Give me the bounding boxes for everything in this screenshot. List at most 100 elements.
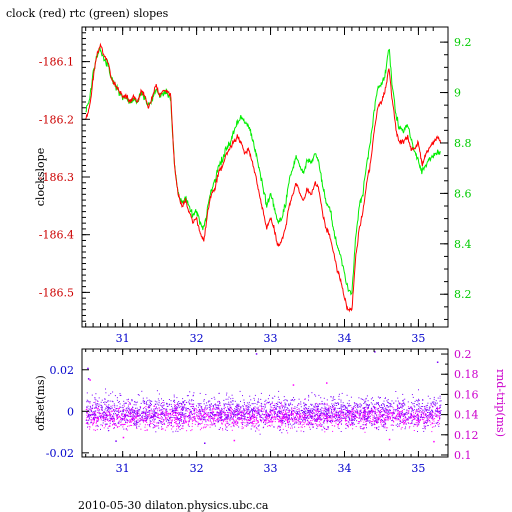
scatter-point	[360, 412, 362, 414]
scatter-point	[272, 417, 274, 419]
scatter-point	[114, 425, 116, 426]
scatter-point	[366, 408, 368, 410]
scatter-point	[144, 430, 146, 431]
scatter-point	[329, 417, 330, 419]
scatter-point	[137, 415, 139, 417]
scatter-point	[125, 421, 127, 423]
scatter-point	[123, 409, 125, 411]
scatter-point	[348, 423, 350, 425]
scatter-point	[407, 422, 409, 423]
scatter-point	[372, 410, 374, 412]
scatter-point	[312, 426, 314, 427]
scatter-point	[357, 410, 359, 412]
scatter-point	[182, 414, 184, 416]
scatter-point	[378, 418, 380, 420]
scatter-point	[141, 416, 143, 417]
scatter-point	[186, 430, 188, 432]
scatter-point	[302, 413, 304, 415]
scatter-point	[119, 406, 121, 408]
bottom-right-y-tick-label: 0.12	[454, 429, 479, 442]
scatter-point	[353, 406, 355, 407]
scatter-point	[343, 404, 345, 406]
scatter-point	[208, 400, 210, 402]
scatter-point	[310, 423, 312, 425]
scatter-point	[294, 426, 296, 428]
scatter-point	[215, 405, 217, 407]
scatter-point	[237, 406, 239, 408]
scatter-point	[279, 429, 281, 431]
scatter-point	[153, 410, 155, 412]
scatter-point	[316, 427, 318, 429]
scatter-outlier	[326, 382, 328, 384]
scatter-point	[396, 409, 398, 411]
scatter-point	[416, 409, 418, 411]
scatter-point	[131, 419, 133, 421]
scatter-point	[154, 414, 156, 416]
scatter-point	[178, 413, 179, 415]
scatter-point	[210, 414, 211, 416]
scatter-point	[245, 412, 247, 414]
scatter-point	[343, 414, 345, 416]
scatter-point	[387, 415, 389, 417]
scatter-point	[143, 402, 145, 404]
scatter-point	[360, 427, 362, 429]
scatter-point	[374, 417, 376, 419]
scatter-point	[280, 421, 282, 423]
scatter-point	[409, 416, 411, 418]
scatter-point	[184, 420, 186, 422]
scatter-point	[334, 416, 335, 418]
scatter-point	[229, 412, 231, 414]
scatter-point	[358, 405, 360, 407]
scatter-point	[391, 414, 393, 416]
scatter-point	[154, 413, 156, 415]
scatter-point	[133, 418, 134, 420]
scatter-point	[212, 414, 214, 416]
scatter-point	[192, 408, 193, 409]
scatter-point	[164, 424, 166, 425]
scatter-point	[421, 406, 423, 407]
scatter-point	[352, 409, 354, 411]
scatter-point	[300, 401, 302, 403]
scatter-point	[299, 423, 301, 425]
scatter-point	[193, 409, 195, 411]
scatter-point	[256, 418, 257, 420]
scatter-point	[300, 403, 302, 405]
scatter-point	[129, 411, 131, 413]
scatter-point	[266, 414, 268, 416]
scatter-point	[209, 426, 211, 428]
scatter-point	[401, 411, 403, 413]
scatter-point	[269, 410, 271, 412]
scatter-point	[372, 415, 374, 417]
scatter-point	[239, 417, 241, 419]
scatter-point	[403, 422, 405, 424]
scatter-point	[368, 404, 370, 406]
scatter-point	[202, 416, 204, 418]
scatter-point	[436, 406, 438, 408]
scatter-point	[91, 413, 93, 415]
scatter-point	[102, 413, 104, 415]
scatter-point	[319, 424, 321, 426]
scatter-point	[426, 409, 428, 411]
scatter-point	[432, 402, 434, 404]
scatter-point	[115, 410, 117, 412]
scatter-point	[170, 403, 172, 405]
scatter-point	[329, 421, 331, 422]
scatter-point	[123, 403, 125, 405]
scatter-point	[361, 418, 363, 419]
scatter-point	[429, 417, 431, 419]
scatter-point	[258, 429, 260, 431]
scatter-point	[406, 414, 408, 416]
scatter-point	[88, 414, 89, 416]
scatter-point	[196, 409, 198, 411]
scatter-point	[229, 415, 231, 417]
scatter-point	[205, 414, 207, 416]
scatter-point	[380, 407, 382, 408]
scatter-point	[120, 420, 122, 422]
scatter-point	[369, 404, 370, 406]
scatter-point	[388, 417, 390, 419]
scatter-point	[376, 412, 378, 414]
scatter-point	[146, 429, 148, 431]
scatter-point	[372, 411, 374, 413]
scatter-point	[232, 411, 233, 413]
scatter-point	[330, 415, 332, 417]
